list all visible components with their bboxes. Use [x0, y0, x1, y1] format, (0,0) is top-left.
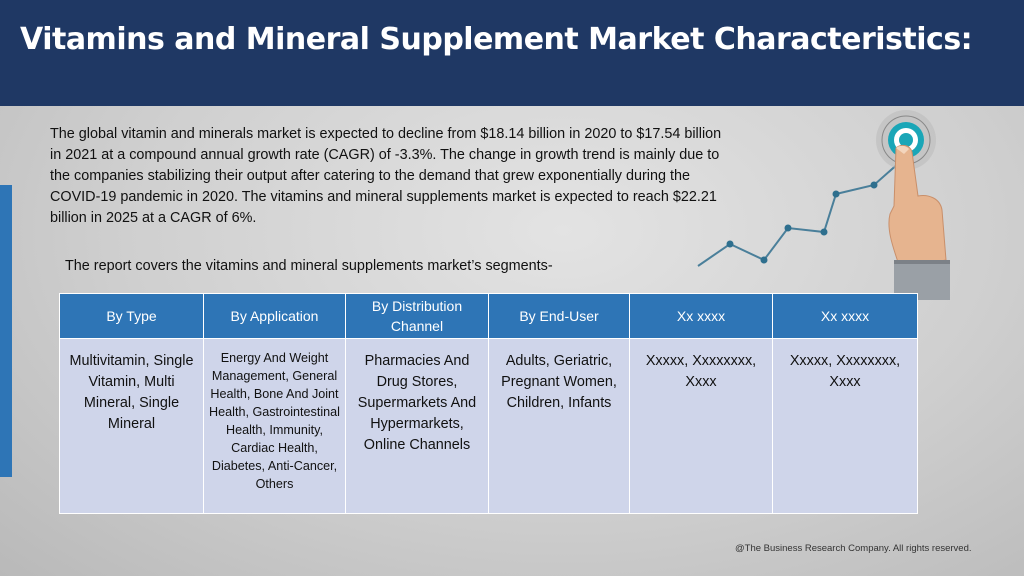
header-placeholder-1: Xx xxxx [629, 293, 773, 339]
cell-placeholder-1: Xxxxx, Xxxxxxxx, Xxxx [629, 338, 773, 514]
page-title: Vitamins and Mineral Supplement Market C… [20, 22, 973, 57]
header-by-distribution-channel: By Distribution Channel [345, 293, 489, 339]
cell-distribution-channel: Pharmacies And Drug Stores, Supermarkets… [345, 338, 489, 514]
cell-type: Multivitamin, Single Vitamin, Multi Mine… [59, 338, 204, 514]
header-bar: Vitamins and Mineral Supplement Market C… [0, 0, 1024, 106]
segments-table: By Type By Application By Distribution C… [59, 293, 918, 514]
intro-paragraph: The global vitamin and minerals market i… [50, 126, 722, 226]
header-by-end-user: By End-User [488, 293, 630, 339]
cell-end-user: Adults, Geriatric, Pregnant Women, Child… [488, 338, 630, 514]
left-accent-bar [0, 185, 12, 477]
header-by-application: By Application [203, 293, 346, 339]
cell-application: Energy And Weight Management, General He… [203, 338, 346, 514]
header-by-type: By Type [59, 293, 204, 339]
header-placeholder-2: Xx xxxx [772, 293, 918, 339]
report-segments-line: The report covers the vitamins and miner… [65, 258, 553, 274]
hand-touching-target-growth-chart-icon [697, 110, 950, 300]
cell-placeholder-2: Xxxxx, Xxxxxxxx, Xxxx [772, 338, 918, 514]
table-row: Multivitamin, Single Vitamin, Multi Mine… [59, 338, 918, 514]
table-header-row: By Type By Application By Distribution C… [59, 293, 918, 339]
cell-application-text: Energy And Weight Management, General He… [209, 351, 340, 491]
copyright-footer: @The Business Research Company. All righ… [735, 543, 972, 554]
